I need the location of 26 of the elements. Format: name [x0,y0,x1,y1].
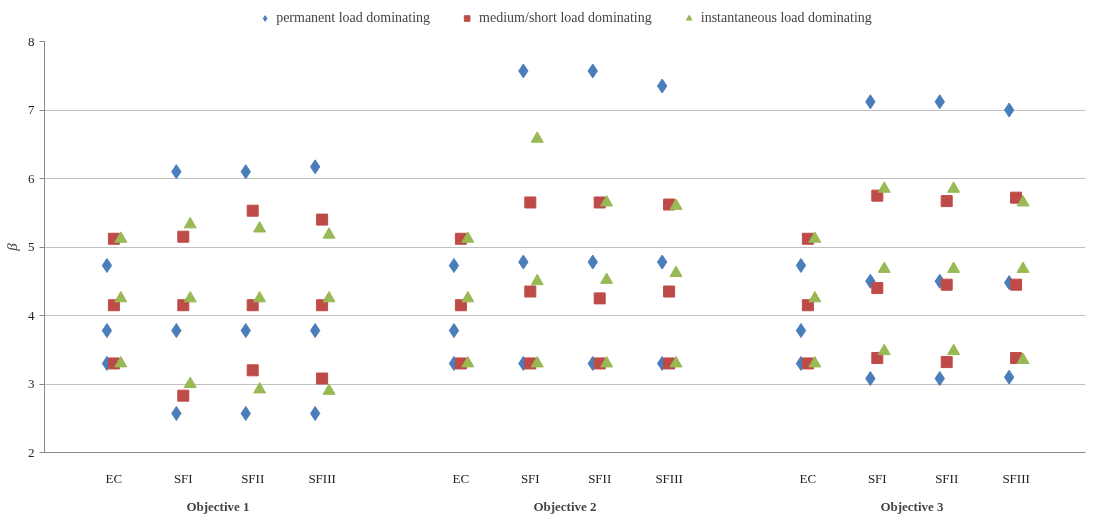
x-tick-label: EC [799,470,817,486]
x-tick-label: SFIII [1002,470,1030,486]
y-tick-label: 6 [28,170,35,186]
y-axis-title: β [4,242,20,252]
x-tick-label: SFI [867,470,887,486]
y-tick-label: 2 [28,444,35,460]
y-tick-label: 4 [28,307,35,323]
x-tick-label: SFI [173,470,193,486]
x-tick-label: SFII [588,470,612,486]
y-tick-label: 8 [28,33,35,49]
x-tick-label: SFII [935,470,959,486]
x-tick-label: SFI [520,470,540,486]
legend-label: permanent load dominating [276,10,431,26]
legend-label: instantaneous load dominating [700,10,872,26]
y-tick-label: 5 [28,239,35,254]
text: Objective 2 [533,498,597,514]
y-tick-label: 7 [28,102,35,117]
x-tick-label: SFII [241,470,265,486]
text: Objective 3 [880,498,945,514]
text: Objective 1 [186,498,250,514]
y-tick-label: 3 [28,376,35,391]
x-tick-label: EC [452,470,470,486]
x-tick-label: SFIII [308,470,336,486]
x-tick-label: EC [105,470,123,486]
x-tick-label: SFIII [655,470,683,486]
legend-label: medium/short load dominating [479,10,652,26]
